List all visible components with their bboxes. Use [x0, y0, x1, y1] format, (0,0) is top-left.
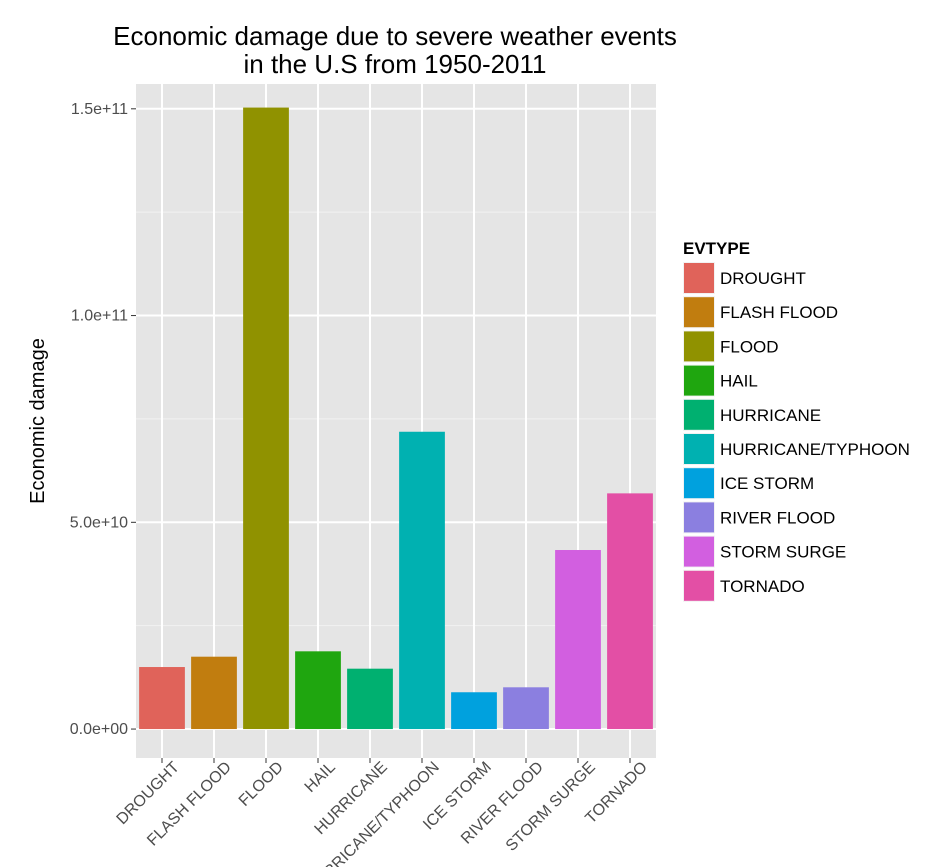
chart-title: Economic damage due to severe weather ev…: [113, 21, 677, 51]
legend-label: DROUGHT: [720, 269, 806, 288]
y-tick-label: 0.0e+00: [70, 721, 128, 738]
legend-key-swatch: [684, 502, 714, 533]
bar-river-flood: [503, 687, 549, 730]
x-tick-label: FLOOD: [236, 759, 287, 810]
legend-key-swatch: [684, 434, 714, 464]
legend-title: EVTYPE: [683, 239, 750, 258]
legend-label: ICE STORM: [720, 474, 814, 493]
legend-key-swatch: [684, 263, 714, 293]
legend-label: HURRICANE: [720, 406, 821, 425]
legend-label: FLOOD: [720, 337, 779, 356]
plot-panel: 0.0e+005.0e+101.0e+111.5e+11DROUGHTFLASH…: [70, 84, 656, 867]
legend-label: HURRICANE/TYPHOON: [720, 440, 910, 459]
legend-key-swatch: [684, 331, 714, 362]
legend-key-swatch: [684, 536, 714, 567]
legend-key-swatch: [684, 297, 714, 328]
legend-key-swatch: [684, 365, 714, 396]
legend-label: HAIL: [720, 372, 758, 391]
bar-flood: [243, 107, 289, 730]
chart-subtitle: in the U.S from 1950-2011: [243, 49, 546, 79]
bar-flash-flood: [191, 656, 237, 730]
bar-storm-surge: [555, 550, 601, 730]
x-tick-label: HAIL: [302, 759, 339, 796]
bar-tornado: [607, 493, 653, 730]
x-tick-label: STORM SURGE: [503, 759, 599, 855]
bar-hurricane-typhoon: [399, 431, 445, 730]
legend-key-swatch: [684, 570, 714, 601]
y-tick-label: 1.5e+11: [71, 101, 128, 118]
y-tick-label: 5.0e+10: [70, 514, 128, 531]
legend-label: STORM SURGE: [720, 543, 846, 562]
bar-hail: [295, 651, 341, 730]
legend-key-swatch: [684, 468, 714, 499]
legend-key-swatch: [684, 399, 714, 430]
bar-drought: [139, 667, 185, 730]
legend: EVTYPE DROUGHT FLASH FLOOD FLOOD HAIL HURRIC…: [683, 239, 910, 602]
legend-label: RIVER FLOOD: [720, 508, 835, 527]
legend-label: FLASH FLOOD: [720, 303, 838, 322]
y-axis-label: Economic damage: [27, 338, 49, 504]
y-tick-label: 1.0e+11: [71, 308, 128, 325]
legend-label: TORNADO: [720, 577, 805, 596]
bar-ice-storm: [451, 692, 497, 730]
bar-hurricane: [347, 668, 393, 730]
